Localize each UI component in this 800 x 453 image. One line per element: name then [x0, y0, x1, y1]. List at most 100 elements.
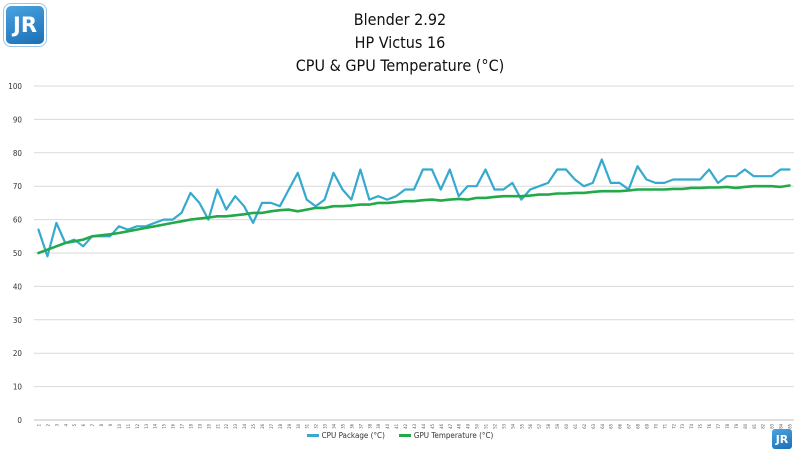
x-tick-label: 65 — [609, 423, 614, 428]
x-tick-label: 50 — [475, 423, 480, 428]
x-tick-label: 79 — [734, 423, 739, 428]
x-tick-label: 57 — [537, 423, 542, 428]
x-tick-label: 8 — [99, 423, 104, 426]
x-tick-label: 56 — [528, 423, 533, 428]
y-tick-label: 50 — [13, 249, 23, 258]
y-tick-label: 100 — [8, 82, 22, 91]
x-tick-label: 32 — [314, 423, 319, 428]
x-tick-label: 58 — [546, 423, 551, 428]
x-tick-label: 30 — [296, 423, 301, 428]
x-tick-label: 9 — [108, 423, 113, 426]
x-tick-label: 7 — [90, 423, 95, 426]
x-tick-label: 6 — [81, 423, 86, 426]
x-tick-label: 62 — [582, 423, 587, 428]
x-tick-label: 77 — [716, 423, 721, 428]
jr-logo: JR — [6, 6, 44, 44]
x-tick-label: 60 — [564, 423, 569, 428]
legend-label-cpu: CPU Package (°C) — [321, 431, 385, 440]
x-tick-label: 63 — [591, 423, 596, 428]
x-tick-label: 40 — [385, 423, 390, 428]
x-tick-label: 82 — [761, 423, 766, 428]
y-tick-label: 20 — [13, 349, 23, 358]
x-tick-label: 67 — [627, 423, 632, 428]
x-tick-label: 17 — [180, 423, 185, 428]
x-tick-label: 64 — [600, 423, 605, 428]
y-tick-label: 40 — [13, 282, 23, 291]
x-tick-label: 70 — [653, 423, 658, 428]
x-tick-label: 19 — [197, 423, 202, 428]
chart-legend: CPU Package (°C) GPU Temperature (°C) — [0, 431, 800, 440]
x-tick-label: 74 — [689, 423, 694, 428]
x-tick-label: 20 — [206, 423, 211, 428]
legend-item-gpu: GPU Temperature (°C) — [398, 431, 494, 440]
x-tick-label: 52 — [492, 423, 497, 428]
x-tick-label: 12 — [135, 423, 140, 428]
x-tick-label: 49 — [466, 423, 471, 428]
x-tick-label: 66 — [618, 423, 623, 428]
x-tick-label: 13 — [144, 423, 149, 428]
x-tick-label: 14 — [153, 423, 158, 428]
x-tick-label: 4 — [63, 423, 68, 426]
x-tick-label: 37 — [358, 423, 363, 428]
x-tick-label: 42 — [403, 423, 408, 428]
x-tick-label: 81 — [752, 423, 757, 428]
x-tick-label: 43 — [412, 423, 417, 428]
x-tick-label: 84 — [779, 423, 784, 428]
y-tick-label: 10 — [13, 383, 23, 392]
x-tick-label: 83 — [770, 423, 775, 428]
legend-item-cpu: CPU Package (°C) — [306, 431, 385, 440]
x-tick-label: 36 — [349, 423, 354, 428]
x-tick-label: 15 — [162, 423, 167, 428]
x-tick-label: 31 — [305, 423, 310, 428]
x-tick-label: 41 — [394, 423, 399, 428]
x-tick-label: 61 — [573, 423, 578, 428]
x-tick-label: 27 — [269, 423, 274, 428]
x-tick-label: 73 — [680, 423, 685, 428]
chart-title-line-2: HP Victus 16 — [354, 33, 446, 52]
x-tick-label: 68 — [636, 423, 641, 428]
x-tick-label: 45 — [430, 423, 435, 428]
chart-title-line-3: CPU & GPU Temperature (°C) — [295, 56, 505, 75]
x-tick-label: 34 — [332, 423, 337, 428]
x-tick-label: 25 — [251, 423, 256, 428]
legend-swatch-cpu — [306, 434, 319, 437]
x-tick-label: 39 — [376, 423, 381, 428]
series-line-gpu — [37, 184, 791, 255]
x-tick-label: 33 — [323, 423, 328, 428]
x-tick-label: 55 — [519, 423, 524, 428]
y-tick-label: 80 — [13, 149, 23, 158]
x-tick-label: 24 — [242, 423, 247, 428]
jr-logo-small: JR — [772, 429, 792, 449]
x-tick-label: 38 — [367, 423, 372, 428]
x-tick-label: 3 — [54, 423, 59, 426]
x-tick-label: 44 — [421, 423, 426, 428]
x-tick-label: 48 — [457, 423, 462, 428]
x-tick-label: 5 — [72, 423, 77, 426]
y-tick-label: 0 — [17, 416, 22, 425]
x-tick-label: 51 — [484, 423, 489, 428]
x-tick-label: 76 — [707, 423, 712, 428]
legend-label-gpu: GPU Temperature (°C) — [413, 431, 494, 440]
x-tick-label: 21 — [215, 423, 220, 428]
x-tick-label: 2 — [45, 423, 50, 426]
y-tick-label: 70 — [13, 182, 23, 191]
x-tick-label: 53 — [501, 423, 506, 428]
x-tick-label: 29 — [287, 423, 292, 428]
x-tick-label: 85 — [788, 423, 793, 428]
y-tick-label: 60 — [13, 216, 23, 225]
y-tick-label: 30 — [13, 316, 23, 325]
x-tick-label: 59 — [555, 423, 560, 428]
x-tick-label: 23 — [233, 423, 238, 428]
x-tick-label: 26 — [260, 423, 265, 428]
x-tick-label: 18 — [188, 423, 193, 428]
x-tick-label: 75 — [698, 423, 703, 428]
x-tick-label: 16 — [171, 423, 176, 428]
series-line-cpu — [37, 158, 791, 258]
x-tick-label: 69 — [644, 423, 649, 428]
chart-title-line-1: Blender 2.92 — [353, 10, 447, 29]
x-tick-label: 80 — [743, 423, 748, 428]
legend-swatch-gpu — [398, 434, 411, 437]
x-tick-label: 1 — [36, 423, 41, 426]
x-tick-label: 46 — [439, 423, 444, 428]
